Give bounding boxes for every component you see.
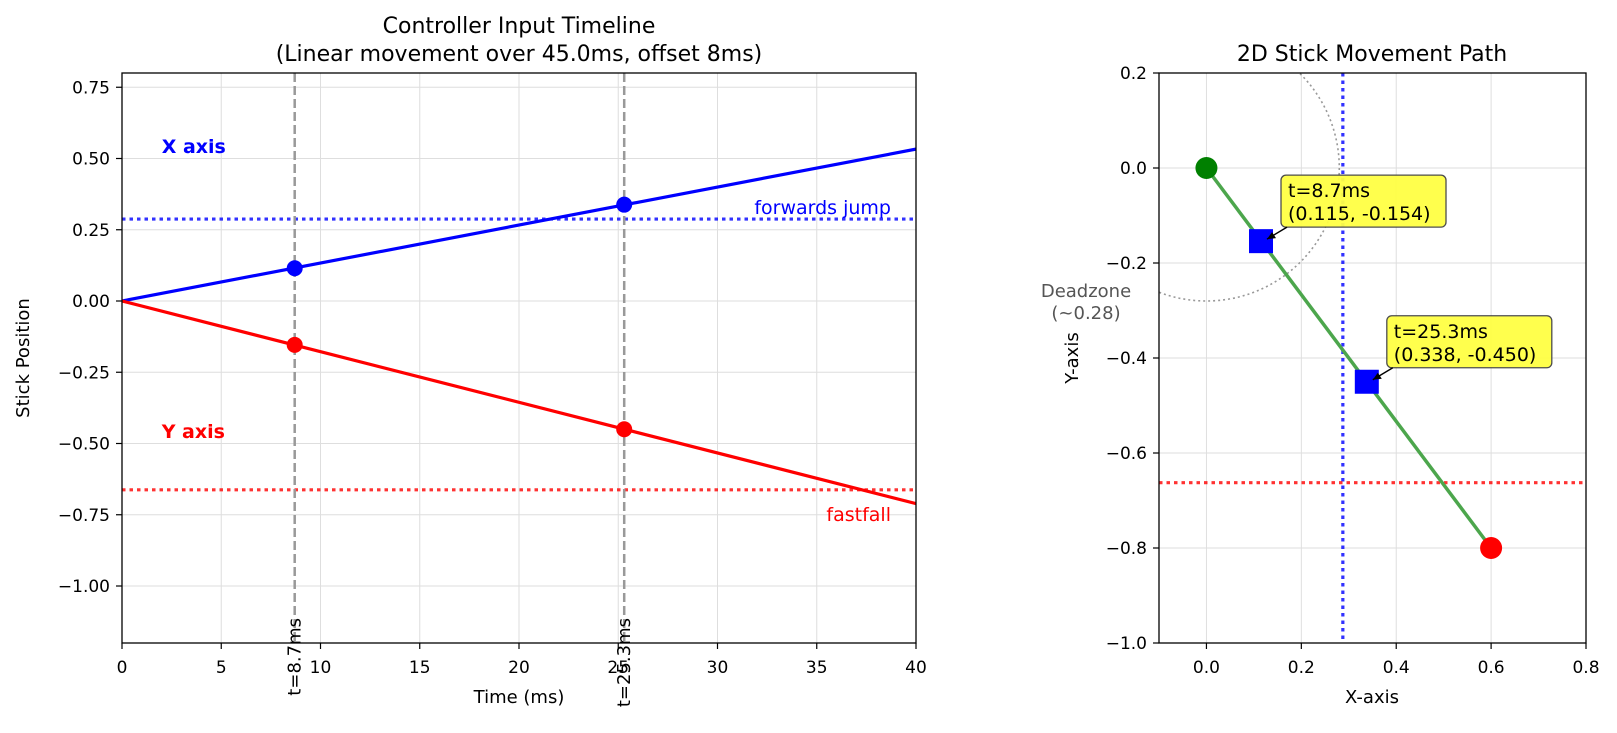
threshold-label: fastfall bbox=[826, 504, 891, 526]
annotation-time: t=8.7ms bbox=[1288, 180, 1370, 202]
x-tick-label: 5 bbox=[216, 658, 227, 678]
path-y-axis-label: Y-axis bbox=[1062, 332, 1083, 384]
x-tick-label: 0.6 bbox=[1478, 658, 1505, 678]
y-tick-label: 0.0 bbox=[1120, 159, 1147, 179]
x-tick-label: 0.8 bbox=[1572, 658, 1599, 678]
y-tick-label: −0.75 bbox=[58, 506, 110, 526]
x-tick-label: 0.2 bbox=[1288, 658, 1315, 678]
stick-path-chart: 2D Stick Movement Path 0.0 0.2 0.4 0.6 0.80.… bbox=[1041, 42, 1600, 708]
end-point bbox=[1480, 537, 1503, 559]
annotation-coords: (0.115, -0.154) bbox=[1288, 203, 1431, 225]
path-annotations: t=8.7ms(0.115, -0.154) t=25.3ms(0.338, -0… bbox=[1041, 174, 1553, 381]
y-tick-label: −0.8 bbox=[1106, 539, 1147, 559]
y-tick-label: 0.25 bbox=[72, 221, 110, 241]
annotation-coords: (0.338, -0.450) bbox=[1394, 344, 1537, 366]
timeline-subtitle: (Linear movement over 45.0ms, offset 8ms… bbox=[276, 42, 763, 67]
timeline-ticks: 0 5 10 15 20 25 30 35 40 0.75 0.50 0.25 0.00 −0.25 −0.… bbox=[58, 78, 927, 678]
x-tick-label: 30 bbox=[707, 658, 729, 678]
annotation-arrow-head bbox=[1267, 232, 1277, 240]
y-tick-label: 0.75 bbox=[72, 78, 110, 98]
timeline-title: Controller Input Timeline bbox=[383, 14, 656, 39]
timeline-y-axis-label: Stick Position bbox=[13, 298, 34, 418]
y-tick-label: 0.00 bbox=[72, 292, 110, 312]
timeline-chart: Controller Input Timeline (Linear moveme… bbox=[13, 14, 927, 708]
x-tick-label: 10 bbox=[310, 658, 332, 678]
y-tick-label: −0.6 bbox=[1106, 444, 1147, 464]
series-marker bbox=[286, 336, 303, 353]
x-tick-label: 0.0 bbox=[1193, 658, 1220, 678]
series-label: Y axis bbox=[161, 421, 225, 443]
y-tick-label: −0.2 bbox=[1106, 254, 1147, 274]
time-marker-label: t=8.7ms bbox=[285, 618, 306, 696]
series-marker bbox=[616, 196, 633, 213]
start-point bbox=[1195, 157, 1218, 179]
annotation-time: t=25.3ms bbox=[1394, 321, 1488, 343]
y-tick-label: −0.4 bbox=[1106, 349, 1147, 369]
path-ticks: 0.0 0.2 0.4 0.6 0.8 0.2 0.0 −0.2 −0.4 −0.6 −0.8 −1.… bbox=[1106, 64, 1600, 678]
y-tick-label: −0.50 bbox=[58, 435, 110, 455]
y-tick-label: 0.50 bbox=[72, 150, 110, 170]
x-tick-label: 15 bbox=[409, 658, 431, 678]
timeline-plot-area: forwards jump fastfall X axis Y axis bbox=[122, 73, 916, 643]
y-tick-label: −1.0 bbox=[1106, 634, 1147, 654]
threshold-label: forwards jump bbox=[754, 197, 891, 219]
x-tick-label: 0.4 bbox=[1383, 658, 1410, 678]
sample-point bbox=[1354, 369, 1379, 394]
x-tick-label: 35 bbox=[806, 658, 828, 678]
deadzone-label: Deadzone bbox=[1041, 281, 1131, 302]
sample-point bbox=[1249, 229, 1274, 254]
timeline-x-axis-label: Time (ms) bbox=[473, 687, 565, 708]
path-title: 2D Stick Movement Path bbox=[1237, 42, 1507, 67]
deadzone-circle bbox=[1159, 73, 1341, 302]
x-tick-label: 40 bbox=[905, 658, 927, 678]
y-tick-label: 0.2 bbox=[1120, 64, 1147, 84]
y-tick-label: −1.00 bbox=[58, 577, 110, 597]
annotation-box bbox=[1386, 315, 1553, 369]
path-plot-area bbox=[1159, 73, 1586, 643]
series-line bbox=[122, 299, 916, 506]
annotation-arrow-head bbox=[1372, 372, 1382, 380]
series-label: X axis bbox=[162, 136, 226, 158]
timeline-grid bbox=[121, 73, 917, 643]
path-x-axis-label: X-axis bbox=[1345, 687, 1399, 708]
series-marker bbox=[616, 421, 633, 438]
x-tick-label: 20 bbox=[508, 658, 530, 678]
series-marker bbox=[286, 260, 303, 277]
series-line bbox=[122, 147, 916, 303]
x-tick-label: 25 bbox=[607, 658, 629, 678]
time-marker-label: t=25.3ms bbox=[614, 618, 635, 707]
x-tick-label: 0 bbox=[117, 658, 128, 678]
annotation-box bbox=[1280, 174, 1447, 228]
y-tick-label: −0.25 bbox=[58, 363, 110, 383]
deadzone-radius-label: (~0.28) bbox=[1051, 303, 1120, 324]
